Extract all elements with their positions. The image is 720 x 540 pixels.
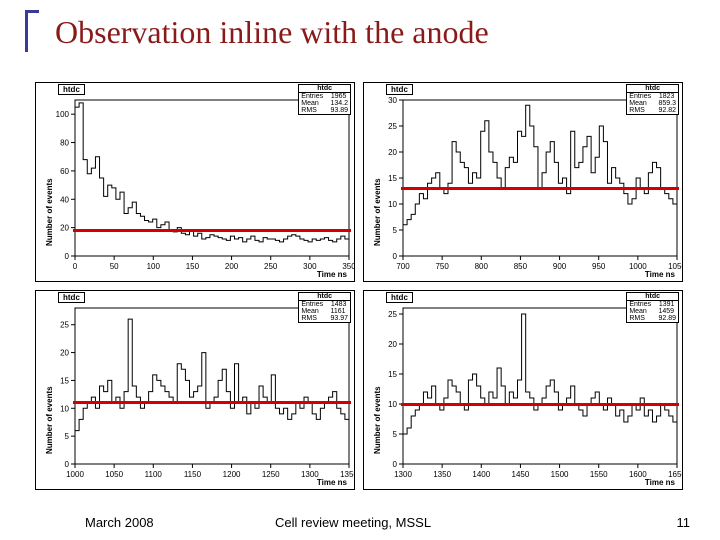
- svg-text:1300: 1300: [394, 470, 412, 479]
- svg-text:1550: 1550: [590, 470, 608, 479]
- stats-mean: Mean 134.2: [299, 100, 350, 107]
- footer-page-num: 11: [677, 515, 691, 530]
- svg-text:900: 900: [553, 262, 567, 271]
- svg-text:1000: 1000: [66, 470, 84, 479]
- svg-text:15: 15: [388, 174, 397, 183]
- stats-rms: RMS 92.89: [627, 315, 678, 322]
- svg-text:1200: 1200: [223, 470, 241, 479]
- hist-name-box: htdc: [58, 292, 85, 303]
- svg-text:100: 100: [147, 262, 161, 271]
- svg-text:25: 25: [60, 321, 69, 330]
- svg-text:30: 30: [388, 96, 397, 105]
- stats-title: htdc: [299, 85, 350, 93]
- footer-meeting: Cell review meeting, MSSL: [275, 515, 431, 530]
- stats-title: htdc: [299, 293, 350, 301]
- stats-box: htdcEntries 1965Mean 134.2RMS 93.89: [298, 84, 351, 115]
- svg-text:60: 60: [60, 167, 69, 176]
- stats-entries: Entries 1965: [299, 93, 350, 100]
- svg-text:1350: 1350: [433, 470, 451, 479]
- svg-text:700: 700: [396, 262, 410, 271]
- svg-text:15: 15: [60, 376, 69, 385]
- svg-text:20: 20: [388, 148, 397, 157]
- svg-text:20: 20: [60, 349, 69, 358]
- y-axis-label: Number of events: [373, 178, 382, 246]
- y-axis-label: Number of events: [373, 386, 382, 454]
- svg-text:850: 850: [514, 262, 528, 271]
- svg-text:1150: 1150: [184, 470, 202, 479]
- svg-text:10: 10: [388, 200, 397, 209]
- x-axis-label: Time ns: [317, 478, 347, 487]
- svg-text:1050: 1050: [105, 470, 123, 479]
- tail-reference-line: [73, 401, 351, 404]
- svg-text:40: 40: [60, 195, 69, 204]
- x-axis-label: Time ns: [317, 270, 347, 279]
- stats-box: htdcEntries 1483Mean 1161RMS 93.97: [298, 292, 351, 323]
- svg-text:800: 800: [475, 262, 489, 271]
- stats-rms: RMS 92.82: [627, 107, 678, 114]
- svg-text:5: 5: [393, 430, 398, 439]
- tail-reference-line: [401, 187, 679, 190]
- svg-text:200: 200: [225, 262, 239, 271]
- svg-text:0: 0: [393, 252, 398, 261]
- stats-rms: RMS 93.97: [299, 315, 350, 322]
- svg-text:50: 50: [110, 262, 119, 271]
- svg-text:0: 0: [393, 460, 398, 469]
- svg-text:1450: 1450: [512, 470, 530, 479]
- svg-text:0: 0: [73, 262, 78, 271]
- svg-text:15: 15: [388, 370, 397, 379]
- svg-text:20: 20: [388, 340, 397, 349]
- x-axis-label: Time ns: [645, 270, 675, 279]
- stats-entries: Entries 1823: [627, 93, 678, 100]
- svg-text:150: 150: [186, 262, 200, 271]
- svg-text:950: 950: [592, 262, 606, 271]
- stats-mean: Mean 859.3: [627, 100, 678, 107]
- svg-text:20: 20: [60, 224, 69, 233]
- histogram-panel: 1300135014001450150015501600165005101520…: [363, 290, 683, 490]
- histogram-panel: 70075080085090095010001050051015202530Nu…: [363, 82, 683, 282]
- svg-text:25: 25: [388, 122, 397, 131]
- tail-reference-line: [73, 229, 351, 232]
- stats-title: htdc: [627, 85, 678, 93]
- svg-text:750: 750: [435, 262, 449, 271]
- svg-text:300: 300: [303, 262, 317, 271]
- y-axis-label: Number of events: [45, 178, 54, 246]
- svg-text:10: 10: [60, 404, 69, 413]
- stats-rms: RMS 93.89: [299, 107, 350, 114]
- stats-entries: Entries 1483: [299, 301, 350, 308]
- tail-reference-line: [401, 403, 679, 406]
- svg-text:1250: 1250: [262, 470, 280, 479]
- stats-mean: Mean 1459: [627, 308, 678, 315]
- svg-text:1100: 1100: [145, 470, 163, 479]
- stats-box: htdcEntries 1823Mean 859.3RMS 92.82: [626, 84, 679, 115]
- svg-text:5: 5: [393, 226, 398, 235]
- slide-corner-rule: [25, 10, 39, 52]
- stats-title: htdc: [627, 293, 678, 301]
- svg-text:100: 100: [56, 110, 70, 119]
- stats-box: htdcEntries 1391Mean 1459RMS 92.89: [626, 292, 679, 323]
- y-axis-label: Number of events: [45, 386, 54, 454]
- svg-text:250: 250: [264, 262, 278, 271]
- hist-name-box: htdc: [386, 292, 413, 303]
- svg-text:1500: 1500: [551, 470, 569, 479]
- hist-name-box: htdc: [58, 84, 85, 95]
- svg-text:5: 5: [65, 432, 70, 441]
- histogram-panel: 1000105011001150120012501300135005101520…: [35, 290, 355, 490]
- svg-text:1400: 1400: [472, 470, 490, 479]
- svg-text:80: 80: [60, 139, 69, 148]
- x-axis-label: Time ns: [645, 478, 675, 487]
- chart-grid: Tail is constant across the cell 0501001…: [35, 82, 685, 494]
- svg-text:0: 0: [65, 252, 70, 261]
- stats-entries: Entries 1391: [627, 301, 678, 308]
- svg-text:10: 10: [388, 400, 397, 409]
- slide-title: Observation inline with the anode: [55, 14, 489, 51]
- stats-mean: Mean 1161: [299, 308, 350, 315]
- svg-text:25: 25: [388, 310, 397, 319]
- histogram-panel: 050100150200250300350020406080100Number …: [35, 82, 355, 282]
- footer-date: March 2008: [85, 515, 154, 530]
- svg-text:0: 0: [65, 460, 70, 469]
- hist-name-box: htdc: [386, 84, 413, 95]
